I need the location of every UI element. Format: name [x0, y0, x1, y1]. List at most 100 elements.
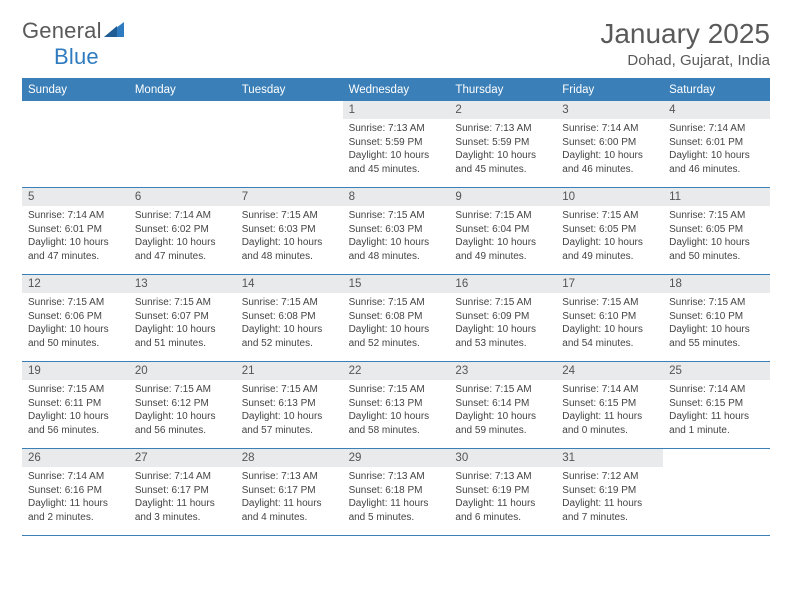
day-cell: 15Sunrise: 7:15 AMSunset: 6:08 PMDayligh… — [343, 275, 450, 361]
day-number: 14 — [236, 275, 343, 293]
day-body: Sunrise: 7:14 AMSunset: 6:17 PMDaylight:… — [129, 467, 236, 528]
daylight-line: Daylight: 10 hours and 49 minutes. — [562, 236, 657, 263]
dow-saturday: Saturday — [663, 79, 770, 101]
day-number: 11 — [663, 188, 770, 206]
day-number: 25 — [663, 362, 770, 380]
sunrise-line: Sunrise: 7:15 AM — [28, 296, 123, 310]
day-body: Sunrise: 7:14 AMSunset: 6:15 PMDaylight:… — [556, 380, 663, 441]
day-cell: 20Sunrise: 7:15 AMSunset: 6:12 PMDayligh… — [129, 362, 236, 448]
sunset-line: Sunset: 6:05 PM — [669, 223, 764, 237]
daylight-line: Daylight: 11 hours and 2 minutes. — [28, 497, 123, 524]
daylight-line: Daylight: 10 hours and 45 minutes. — [455, 149, 550, 176]
sunrise-line: Sunrise: 7:13 AM — [242, 470, 337, 484]
daylight-line: Daylight: 10 hours and 51 minutes. — [135, 323, 230, 350]
header-right: January 2025 Dohad, Gujarat, India — [600, 18, 770, 69]
brand-logo: GeneralBlue — [22, 18, 126, 70]
day-body: Sunrise: 7:15 AMSunset: 6:03 PMDaylight:… — [343, 206, 450, 267]
sunset-line: Sunset: 6:10 PM — [669, 310, 764, 324]
day-body: Sunrise: 7:13 AMSunset: 5:59 PMDaylight:… — [343, 119, 450, 180]
daylight-line: Daylight: 10 hours and 50 minutes. — [669, 236, 764, 263]
day-cell: 14Sunrise: 7:15 AMSunset: 6:08 PMDayligh… — [236, 275, 343, 361]
day-number — [129, 101, 236, 120]
day-number: 12 — [22, 275, 129, 293]
day-body: Sunrise: 7:15 AMSunset: 6:12 PMDaylight:… — [129, 380, 236, 441]
sunset-line: Sunset: 6:01 PM — [669, 136, 764, 150]
week-row: 12Sunrise: 7:15 AMSunset: 6:06 PMDayligh… — [22, 275, 770, 362]
daylight-line: Daylight: 10 hours and 47 minutes. — [28, 236, 123, 263]
dow-wednesday: Wednesday — [343, 79, 450, 101]
day-body: Sunrise: 7:13 AMSunset: 5:59 PMDaylight:… — [449, 119, 556, 180]
day-body: Sunrise: 7:14 AMSunset: 6:15 PMDaylight:… — [663, 380, 770, 441]
day-number: 24 — [556, 362, 663, 380]
sunset-line: Sunset: 6:12 PM — [135, 397, 230, 411]
sunrise-line: Sunrise: 7:13 AM — [455, 122, 550, 136]
day-number: 21 — [236, 362, 343, 380]
day-body: Sunrise: 7:12 AMSunset: 6:19 PMDaylight:… — [556, 467, 663, 528]
day-cell: 29Sunrise: 7:13 AMSunset: 6:18 PMDayligh… — [343, 449, 450, 535]
daylight-line: Daylight: 10 hours and 53 minutes. — [455, 323, 550, 350]
sunset-line: Sunset: 6:00 PM — [562, 136, 657, 150]
day-number: 26 — [22, 449, 129, 467]
day-cell: 30Sunrise: 7:13 AMSunset: 6:19 PMDayligh… — [449, 449, 556, 535]
daylight-line: Daylight: 10 hours and 56 minutes. — [28, 410, 123, 437]
dow-row: Sunday Monday Tuesday Wednesday Thursday… — [22, 79, 770, 101]
daylight-line: Daylight: 10 hours and 58 minutes. — [349, 410, 444, 437]
sunrise-line: Sunrise: 7:14 AM — [28, 209, 123, 223]
day-cell: 12Sunrise: 7:15 AMSunset: 6:06 PMDayligh… — [22, 275, 129, 361]
day-body: Sunrise: 7:15 AMSunset: 6:08 PMDaylight:… — [343, 293, 450, 354]
sunrise-line: Sunrise: 7:15 AM — [135, 296, 230, 310]
day-body: Sunrise: 7:15 AMSunset: 6:13 PMDaylight:… — [236, 380, 343, 441]
day-number: 29 — [343, 449, 450, 467]
sunrise-line: Sunrise: 7:15 AM — [562, 209, 657, 223]
day-body: Sunrise: 7:14 AMSunset: 6:16 PMDaylight:… — [22, 467, 129, 528]
sunrise-line: Sunrise: 7:15 AM — [242, 383, 337, 397]
sunrise-line: Sunrise: 7:13 AM — [349, 122, 444, 136]
dow-tuesday: Tuesday — [236, 79, 343, 101]
day-cell: 4Sunrise: 7:14 AMSunset: 6:01 PMDaylight… — [663, 101, 770, 187]
sunrise-line: Sunrise: 7:15 AM — [562, 296, 657, 310]
day-body: Sunrise: 7:15 AMSunset: 6:07 PMDaylight:… — [129, 293, 236, 354]
day-number: 17 — [556, 275, 663, 293]
sunrise-line: Sunrise: 7:14 AM — [562, 122, 657, 136]
daylight-line: Daylight: 10 hours and 52 minutes. — [349, 323, 444, 350]
day-cell: 28Sunrise: 7:13 AMSunset: 6:17 PMDayligh… — [236, 449, 343, 535]
daylight-line: Daylight: 11 hours and 3 minutes. — [135, 497, 230, 524]
calendar-page: GeneralBlue January 2025 Dohad, Gujarat,… — [0, 0, 792, 536]
day-body: Sunrise: 7:15 AMSunset: 6:04 PMDaylight:… — [449, 206, 556, 267]
sunrise-line: Sunrise: 7:14 AM — [669, 122, 764, 136]
day-number: 3 — [556, 101, 663, 119]
day-body: Sunrise: 7:15 AMSunset: 6:11 PMDaylight:… — [22, 380, 129, 441]
day-cell: 19Sunrise: 7:15 AMSunset: 6:11 PMDayligh… — [22, 362, 129, 448]
daylight-line: Daylight: 10 hours and 46 minutes. — [669, 149, 764, 176]
day-cell: 23Sunrise: 7:15 AMSunset: 6:14 PMDayligh… — [449, 362, 556, 448]
daylight-line: Daylight: 10 hours and 57 minutes. — [242, 410, 337, 437]
day-number — [663, 449, 770, 468]
day-cell — [236, 101, 343, 187]
daylight-line: Daylight: 10 hours and 52 minutes. — [242, 323, 337, 350]
day-cell: 25Sunrise: 7:14 AMSunset: 6:15 PMDayligh… — [663, 362, 770, 448]
calendar: Sunday Monday Tuesday Wednesday Thursday… — [22, 78, 770, 536]
sunrise-line: Sunrise: 7:15 AM — [242, 209, 337, 223]
day-number — [22, 101, 129, 120]
sunset-line: Sunset: 6:07 PM — [135, 310, 230, 324]
daylight-line: Daylight: 10 hours and 54 minutes. — [562, 323, 657, 350]
day-body: Sunrise: 7:13 AMSunset: 6:19 PMDaylight:… — [449, 467, 556, 528]
day-number: 23 — [449, 362, 556, 380]
daylight-line: Daylight: 10 hours and 49 minutes. — [455, 236, 550, 263]
month-title: January 2025 — [600, 18, 770, 50]
day-cell: 22Sunrise: 7:15 AMSunset: 6:13 PMDayligh… — [343, 362, 450, 448]
sunset-line: Sunset: 6:15 PM — [669, 397, 764, 411]
day-body: Sunrise: 7:14 AMSunset: 6:00 PMDaylight:… — [556, 119, 663, 180]
day-cell: 9Sunrise: 7:15 AMSunset: 6:04 PMDaylight… — [449, 188, 556, 274]
day-cell: 5Sunrise: 7:14 AMSunset: 6:01 PMDaylight… — [22, 188, 129, 274]
day-cell — [129, 101, 236, 187]
day-number: 28 — [236, 449, 343, 467]
day-number: 19 — [22, 362, 129, 380]
week-row: 19Sunrise: 7:15 AMSunset: 6:11 PMDayligh… — [22, 362, 770, 449]
sunset-line: Sunset: 6:09 PM — [455, 310, 550, 324]
day-number: 10 — [556, 188, 663, 206]
day-body: Sunrise: 7:13 AMSunset: 6:18 PMDaylight:… — [343, 467, 450, 528]
daylight-line: Daylight: 11 hours and 5 minutes. — [349, 497, 444, 524]
day-body: Sunrise: 7:15 AMSunset: 6:06 PMDaylight:… — [22, 293, 129, 354]
day-cell: 6Sunrise: 7:14 AMSunset: 6:02 PMDaylight… — [129, 188, 236, 274]
